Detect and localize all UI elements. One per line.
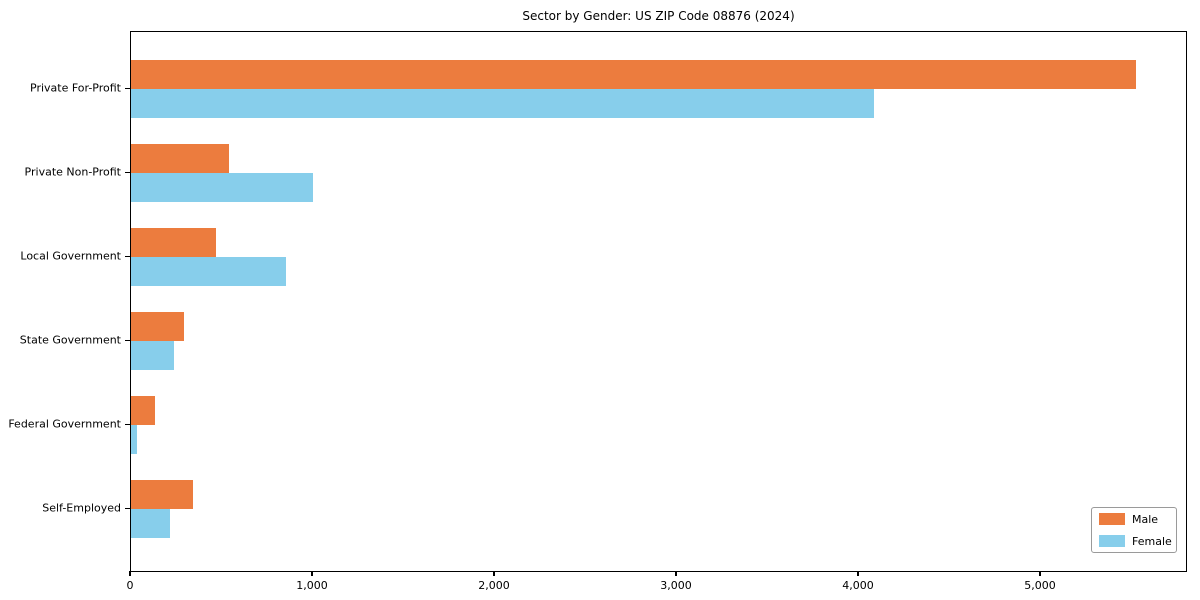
x-tick-label: 2,000 <box>478 579 510 592</box>
legend-label: Female <box>1132 534 1172 548</box>
bar-male-2 <box>131 228 216 258</box>
x-tick-label: 0 <box>126 579 134 592</box>
bar-female-4 <box>131 424 138 454</box>
y-tick-label: Local Government <box>20 249 121 263</box>
x-tick-mark <box>129 571 131 576</box>
x-tick-mark <box>1039 571 1041 576</box>
y-tick-label: Private Non-Profit <box>24 165 121 179</box>
y-tick-label: Self-Employed <box>42 501 121 515</box>
x-tick-label: 4,000 <box>842 579 874 592</box>
y-tick-mark <box>125 423 130 426</box>
x-tick-mark <box>857 571 859 576</box>
x-tick-label: 1,000 <box>296 579 328 592</box>
plot-area <box>130 31 1187 572</box>
legend: Male Female <box>1091 507 1177 553</box>
x-tick-label: 5,000 <box>1024 579 1056 592</box>
y-tick-mark <box>125 88 130 90</box>
bar-male-3 <box>131 312 184 341</box>
bar-female-2 <box>131 257 286 287</box>
bar-female-5 <box>131 508 171 538</box>
bar-male-1 <box>131 144 230 174</box>
chart-title: Sector by Gender: US ZIP Code 08876 (202… <box>522 9 795 23</box>
legend-swatch-female <box>1099 535 1125 547</box>
bar-male-5 <box>131 479 193 509</box>
bar-male-0 <box>131 60 1136 90</box>
bar-female-1 <box>131 173 313 203</box>
x-tick-mark <box>675 571 677 576</box>
legend-label: Male <box>1132 512 1159 526</box>
legend-swatch-male <box>1099 513 1125 525</box>
y-tick-label: Federal Government <box>8 417 121 431</box>
y-tick-mark <box>125 172 130 174</box>
bar-male-4 <box>131 395 155 425</box>
y-tick-mark <box>125 340 130 342</box>
y-tick-mark <box>125 507 130 509</box>
y-tick-mark <box>125 256 130 258</box>
y-tick-label: State Government <box>19 333 121 347</box>
x-tick-label: 3,000 <box>660 579 692 592</box>
legend-entry-male: Male <box>1099 513 1169 525</box>
bar-female-0 <box>131 89 874 119</box>
legend-entry-female: Female <box>1099 534 1172 548</box>
y-tick-label: Private For-Profit <box>30 81 121 95</box>
bar-female-3 <box>131 341 174 370</box>
x-tick-mark <box>493 571 495 576</box>
x-tick-mark <box>311 571 313 576</box>
